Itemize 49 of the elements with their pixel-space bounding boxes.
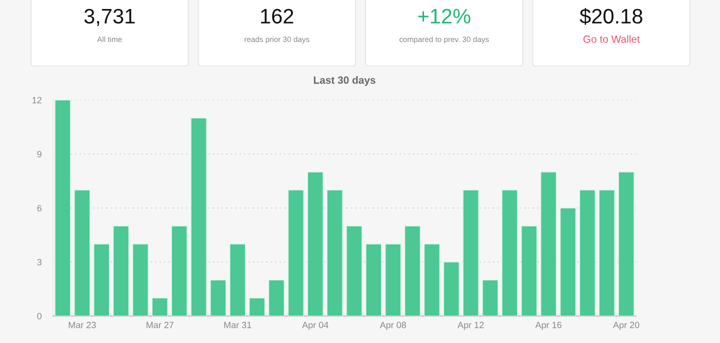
- bar: [346, 226, 362, 316]
- text: Go to Wallet: [583, 35, 640, 43]
- bar: [326, 190, 343, 316]
- bar: [132, 244, 149, 316]
- bar: [540, 172, 557, 316]
- bar: [618, 172, 634, 316]
- bar: [248, 298, 266, 316]
- bar: [229, 244, 246, 316]
- bar: [210, 280, 226, 316]
- x-tick-label: Mar 31: [224, 322, 252, 328]
- bar: [579, 190, 596, 316]
- y-tick-label: 6: [37, 204, 42, 212]
- bar: [520, 226, 538, 316]
- bar: [152, 298, 168, 316]
- bar: [307, 172, 324, 316]
- text: +12%: [418, 8, 470, 24]
- chart-title: Last 30 days: [314, 76, 376, 86]
- x-tick-label: Apr 04: [302, 322, 328, 330]
- x-tick-label: Mar 23: [68, 322, 96, 328]
- bar: [74, 190, 90, 316]
- y-tick-label: 12: [32, 96, 42, 104]
- x-tick-label: Apr 16: [535, 322, 562, 330]
- bar: [404, 226, 421, 316]
- bar: [112, 226, 130, 316]
- bar: [443, 262, 460, 316]
- bar: [482, 280, 498, 316]
- x-tick-label: Apr 20: [613, 322, 640, 330]
- bar: [54, 100, 71, 316]
- bar: [501, 190, 518, 316]
- bar: [190, 118, 207, 316]
- text: 3,731: [84, 8, 135, 26]
- y-tick-label: 3: [37, 258, 42, 266]
- bar: [424, 244, 440, 316]
- text: 162: [261, 8, 294, 24]
- bar: [288, 190, 304, 316]
- y-tick-label: 0: [37, 312, 42, 320]
- bar: [365, 244, 382, 316]
- text: $20.18: [580, 8, 642, 25]
- bar: [598, 190, 616, 316]
- y-tick-label: 9: [37, 150, 42, 158]
- bar: [268, 280, 285, 316]
- bar: [560, 208, 576, 316]
- x-tick-label: Apr 12: [458, 322, 484, 330]
- bar: [384, 244, 402, 316]
- x-tick-label: Apr 08: [380, 322, 406, 330]
- bar: [93, 244, 110, 316]
- bar: [462, 190, 480, 316]
- x-tick-label: Mar 27: [146, 322, 174, 328]
- bar: [171, 226, 188, 316]
